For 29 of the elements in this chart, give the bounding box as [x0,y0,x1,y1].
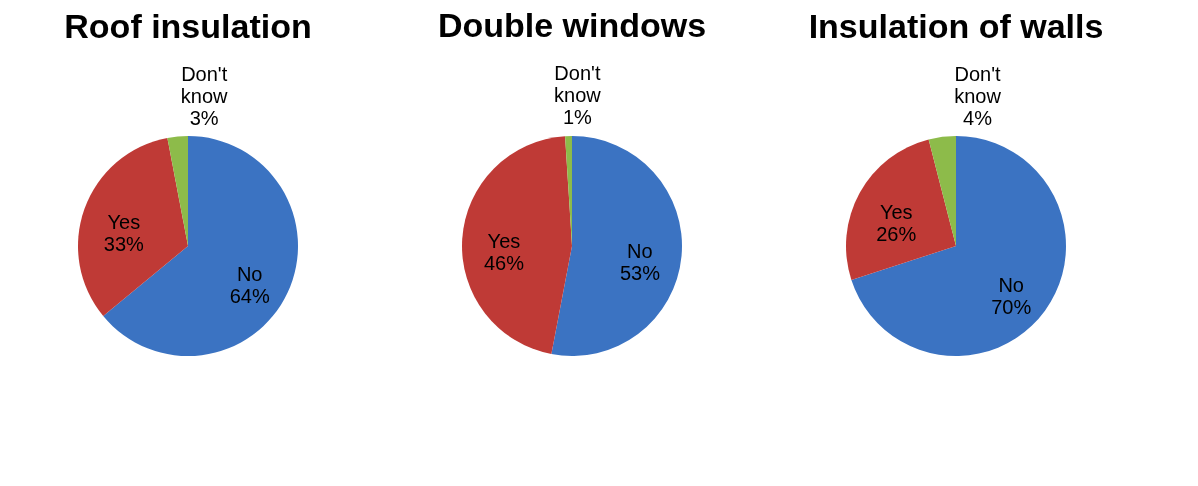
pie-slice [78,137,188,317]
pie-slice [551,136,682,356]
pie-slice [462,136,572,355]
pie-slice [167,136,188,246]
slice-label: Yes [879,201,913,224]
data-label: 53% [619,262,661,285]
pie-slice [846,139,956,280]
pie-slice [103,136,298,356]
chart-title: Roof insulation [64,6,312,45]
data-label: 1% [562,106,593,129]
data-label: 46% [483,251,525,274]
slice-label: No [998,274,1024,297]
slice-label: Don't know [554,62,602,107]
data-label: 33% [103,232,145,255]
data-label: 26% [876,223,917,246]
data-label: 70% [991,296,1032,319]
pie-slice [851,136,1066,356]
slice-label: Don't know [954,63,1002,108]
data-label: 64% [229,285,270,308]
data-label: 4% [963,107,993,130]
chart-title: Insulation of walls [808,7,1104,46]
slice-label: Yes [107,210,141,233]
data-label: 3% [189,106,219,129]
slice-label: Don't know [180,62,229,107]
slice-label: Yes [487,229,521,252]
pie-slice [928,136,956,246]
chart-title: Double windows [437,6,707,45]
slice-label: No [236,263,263,286]
slice-label: No [627,240,653,263]
